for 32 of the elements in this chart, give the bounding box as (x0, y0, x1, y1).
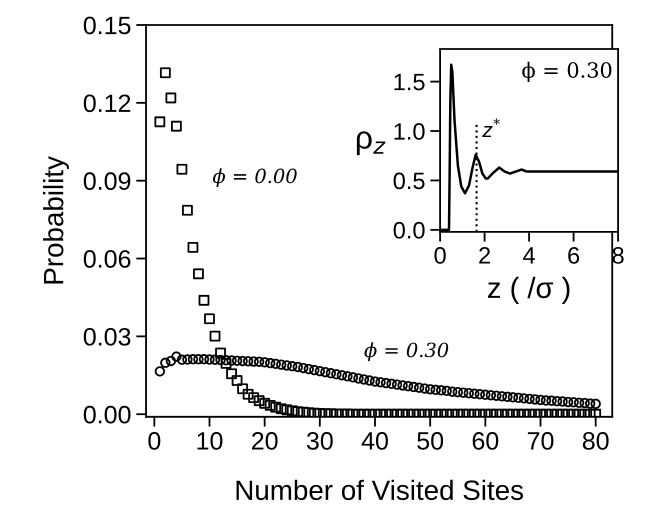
x-tick-label: 0 (148, 432, 160, 450)
y-tick-label: 1.5 (394, 74, 425, 90)
x-axis-title: z ( /σ ) (488, 276, 570, 304)
x-tick-label: 70 (528, 432, 554, 450)
y-tick-label: 0.03 (84, 328, 130, 346)
y-axis-title: Probability (43, 156, 69, 284)
y-tick-label: 1.0 (394, 123, 425, 140)
y-tick-label: 0.06 (84, 250, 130, 268)
y-tick-label: 0.12 (84, 94, 130, 112)
x-tick-label: 40 (362, 432, 388, 450)
series-label: ϕ = 0.30 (364, 342, 448, 362)
x-tick-label: 60 (472, 432, 498, 450)
x-tick-label: 30 (306, 432, 333, 450)
x-tick-label: 20 (252, 432, 278, 450)
x-tick-label: 6 (568, 247, 580, 264)
x-tick-label: 0 (434, 247, 446, 264)
y-tick-label: 0.09 (84, 172, 130, 190)
x-tick-label: 10 (197, 432, 222, 450)
y-axis-title: ρ$_{z}$ (356, 131, 386, 156)
y-tick-label: 0.00 (84, 406, 130, 424)
x-tick-label: 50 (417, 432, 444, 450)
x-tick-label: 8 (612, 247, 624, 264)
ref-line-label: z$^{*}$ (482, 118, 500, 138)
x-axis-title: Number of Visited Sites (236, 480, 524, 500)
x-tick-label: 80 (582, 432, 609, 450)
y-tick-label: 0.5 (394, 172, 425, 190)
x-tick-label: 2 (479, 247, 490, 264)
y-tick-label: 0.15 (84, 16, 130, 34)
x-tick-label: 4 (523, 247, 535, 264)
y-tick-label: 0.0 (394, 222, 425, 239)
annotation: ϕ = 0.30 (522, 62, 612, 82)
series-label: ϕ = 0.00 (212, 168, 297, 188)
